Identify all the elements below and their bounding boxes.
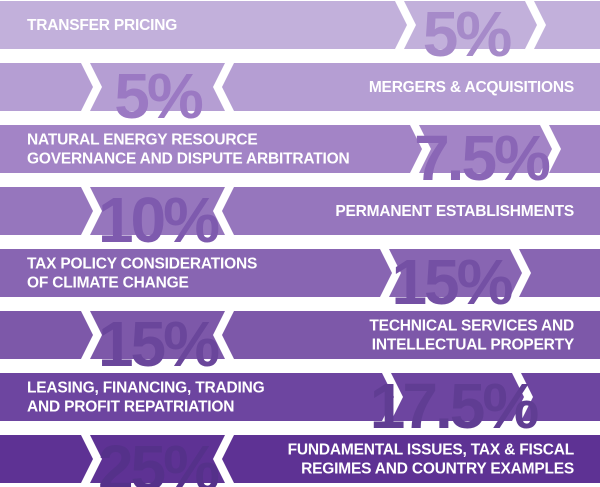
topic-band-6 [222, 311, 600, 359]
value-band-2 [90, 63, 225, 111]
band-end-5 [519, 249, 600, 297]
row-1: TRANSFER PRICING 5% [0, 0, 600, 70]
percent-label-1: 5% [423, 0, 512, 70]
topic-band-4 [222, 187, 600, 235]
row-4: PERMANENT ESTABLISHMENTS 10% [0, 184, 600, 256]
topic-label-5-line-2: OF CLIMATE CHANGE [27, 275, 189, 292]
percent-label-6: 15% [98, 308, 219, 380]
topic-label-2-line-1: MERGERS & ACQUISITIONS [369, 79, 574, 96]
percent-label-3: 7.5% [414, 122, 550, 194]
percent-label-2: 5% [114, 60, 203, 132]
topic-label-6-line-2: INTELLECTUAL PROPERTY [372, 337, 575, 354]
band-end-2 [0, 63, 93, 111]
percent-label-8: 25% [98, 432, 219, 487]
percent-label-4: 10% [98, 184, 219, 256]
row-7: LEASING, FINANCING, TRADING AND PROFIT RE… [0, 370, 600, 442]
topic-band-1 [0, 1, 407, 49]
band-end-3 [549, 125, 600, 173]
percent-label-5: 15% [391, 246, 512, 318]
band-end-8 [0, 435, 93, 483]
value-band-7 [391, 373, 524, 421]
value-band-8 [90, 435, 225, 483]
topic-label-5-line-1: TAX POLICY CONSIDERATIONS [27, 256, 257, 273]
topic-label-3-line-1: NATURAL ENERGY RESOURCE [27, 132, 258, 149]
topic-label-4-line-1: PERMANENT ESTABLISHMENTS [335, 203, 574, 220]
percent-label-7: 17.5% [370, 370, 539, 442]
topic-label-1-line-1: TRANSFER PRICING [27, 17, 177, 34]
topic-band-3 [0, 125, 422, 173]
row-5: TAX POLICY CONSIDERATIONS OF CLIMATE CHAN… [0, 246, 600, 318]
value-band-6 [90, 311, 225, 359]
row-8: FUNDAMENTAL ISSUES, TAX & FISCAL REGIMES … [0, 432, 600, 487]
band-end-1 [534, 1, 600, 49]
topic-label-7-line-1: LEASING, FINANCING, TRADING [27, 380, 265, 397]
topic-label-3-line-2: GOVERNANCE AND DISPUTE ARBITRATION [27, 151, 349, 168]
topic-label-7-line-2: AND PROFIT REPATRIATION [27, 399, 234, 416]
topic-band-8 [222, 435, 600, 483]
row-6: TECHNICAL SERVICES AND INTELLECTUAL PROPE… [0, 308, 600, 380]
topic-label-8-line-2: REGIMES AND COUNTRY EXAMPLES [301, 461, 574, 478]
topic-label-8-line-1: FUNDAMENTAL ISSUES, TAX & FISCAL [288, 442, 574, 459]
topic-label-6-line-1: TECHNICAL SERVICES AND [369, 318, 574, 335]
value-band-1 [404, 1, 537, 49]
topic-band-2 [222, 63, 600, 111]
topic-band-7 [0, 373, 394, 421]
band-end-6 [0, 311, 93, 359]
value-band-4 [90, 187, 225, 235]
value-band-3 [419, 125, 552, 173]
value-band-5 [389, 249, 522, 297]
band-end-4 [0, 187, 93, 235]
row-2: MERGERS & ACQUISITIONS 5% [0, 60, 600, 132]
topic-band-5 [0, 249, 392, 297]
band-end-7 [521, 373, 600, 421]
row-3: NATURAL ENERGY RESOURCE GOVERNANCE AND DI… [0, 122, 600, 194]
